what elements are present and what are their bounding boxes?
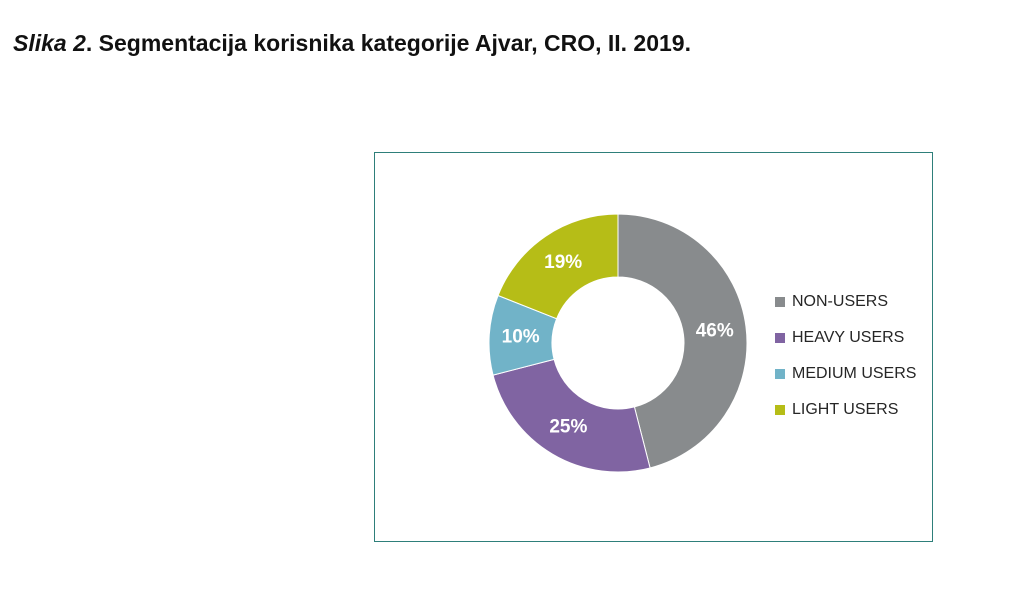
legend-swatch [775, 405, 785, 415]
donut-slice-light-users [497, 213, 619, 320]
legend-swatch [775, 333, 785, 343]
slice-label-heavy-users: 25% [549, 416, 587, 437]
legend-item-medium-users: MEDIUM USERS [775, 356, 916, 392]
donut-chart: 46% 25% 10% 19% [488, 213, 748, 473]
figure-label: Slika 2 [13, 30, 86, 56]
legend-item-non-users: NON-USERS [775, 284, 916, 320]
figure-caption: Slika 2. Segmentacija korisnika kategori… [13, 30, 691, 57]
chart-area: 46% 25% 10% 19% NON-USERS HEAVY USERS MEDIUM … [374, 152, 933, 542]
legend-swatch [775, 297, 785, 307]
legend-item-light-users: LIGHT USERS [775, 392, 916, 428]
slice-label-medium-users: 10% [502, 326, 540, 347]
legend-item-heavy-users: HEAVY USERS [775, 320, 916, 356]
legend-label: MEDIUM USERS [792, 365, 917, 382]
chart-legend: NON-USERS HEAVY USERS MEDIUM USERS LIGHT US… [775, 284, 916, 428]
donut-slice-heavy-users [492, 358, 651, 473]
donut-slice-non-users [617, 213, 748, 469]
legend-label: NON-USERS [792, 293, 889, 310]
legend-label: LIGHT USERS [792, 401, 899, 418]
figure-title: . Segmentacija korisnika kategorije Ajva… [85, 30, 691, 56]
slice-label-non-users: 46% [696, 320, 734, 341]
legend-label: HEAVY USERS [792, 329, 905, 346]
slice-label-light-users: 19% [544, 252, 582, 273]
legend-swatch [775, 369, 785, 379]
